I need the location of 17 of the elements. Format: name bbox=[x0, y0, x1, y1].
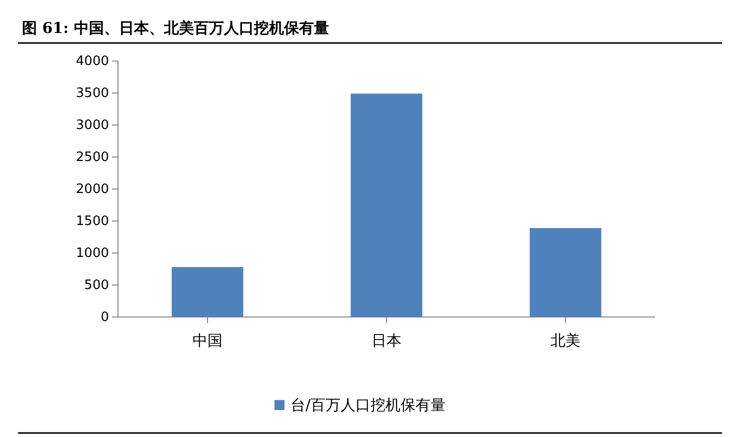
bar bbox=[530, 228, 602, 317]
y-tick-label: 500 bbox=[84, 278, 109, 294]
y-tick-label: 3000 bbox=[76, 118, 109, 134]
x-tick-label: 北美 bbox=[550, 332, 580, 350]
y-tick-label: 4000 bbox=[76, 54, 109, 70]
y-tick-label: 3500 bbox=[76, 86, 109, 102]
y-tick-label: 1500 bbox=[76, 214, 109, 230]
chart-title: 图 61: 中国、日本、北美百万人口挖机保有量 bbox=[22, 19, 329, 37]
x-tick-label: 日本 bbox=[372, 332, 402, 350]
y-tick-label: 2000 bbox=[76, 182, 109, 198]
bar bbox=[172, 267, 244, 317]
y-tick-label: 2500 bbox=[76, 150, 109, 166]
bar bbox=[350, 94, 422, 317]
x-tick-label: 中国 bbox=[192, 332, 222, 350]
y-tick-label: 1000 bbox=[76, 246, 109, 262]
y-tick-label: 0 bbox=[100, 310, 109, 326]
legend-label: 台/百万人口挖机保有量 bbox=[290, 396, 446, 414]
